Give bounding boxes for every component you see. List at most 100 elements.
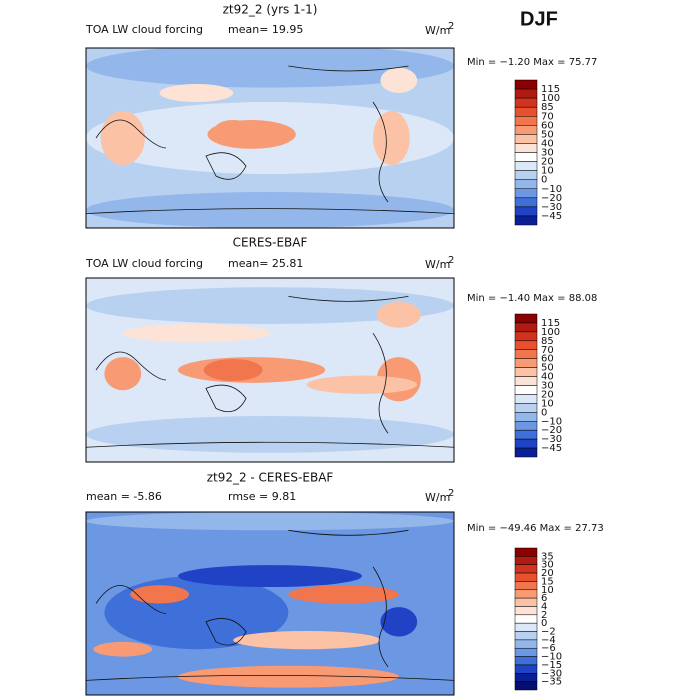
colorbar-swatch <box>514 97 538 108</box>
colorbar-label: −20 <box>541 425 562 436</box>
colorbar-label: 85 <box>541 102 554 113</box>
field-region <box>203 358 263 382</box>
colorbar-label: −4 <box>541 635 556 646</box>
colorbar-label: −15 <box>541 660 562 671</box>
colorbar-swatch <box>514 589 538 599</box>
field-region <box>159 84 234 102</box>
season-label: DJF <box>520 8 558 30</box>
field-region <box>86 192 454 228</box>
field-region <box>86 287 454 324</box>
colorbar-label: 60 <box>541 354 554 365</box>
min-max-label: Min = −1.20 Max = 75.77 <box>467 57 597 68</box>
coastline <box>86 529 454 681</box>
colorbar-swatch <box>514 597 538 607</box>
colorbar-label: 85 <box>541 336 554 347</box>
colorbar-label: 20 <box>541 389 554 400</box>
colorbar-swatch <box>514 143 538 153</box>
colorbar-swatch <box>514 412 538 422</box>
colorbar-swatch <box>514 438 538 449</box>
colorbar-swatch <box>514 664 538 674</box>
field-region <box>306 375 418 394</box>
field-region <box>86 416 454 453</box>
colorbar-swatch <box>514 447 538 458</box>
colorbar-swatch <box>514 179 538 189</box>
units-sup: 2 <box>448 255 454 266</box>
panel-title: CERES-EBAF <box>233 236 308 250</box>
field-region <box>288 585 399 604</box>
colorbar-label: 10 <box>541 166 554 177</box>
colorbar-swatch <box>514 614 538 624</box>
colorbar-label: 30 <box>541 560 554 571</box>
colorbar-swatch <box>514 331 538 342</box>
colorbar-swatch <box>514 116 538 126</box>
colorbar-label: 100 <box>541 327 560 338</box>
field-region <box>86 512 454 531</box>
map-field <box>86 278 454 462</box>
field-region <box>376 301 421 328</box>
field-region <box>233 630 381 650</box>
colorbar-label: −35 <box>541 677 562 688</box>
colorbar-swatch <box>514 358 538 368</box>
colorbar-swatch <box>514 79 538 90</box>
field-region <box>178 565 362 588</box>
map-frame <box>85 511 455 696</box>
panel-title: zt92_2 - CERES-EBAF <box>207 471 334 485</box>
mean-label: mean= 19.95 <box>228 23 303 36</box>
colorbar-label: 10 <box>541 398 554 409</box>
colorbar-swatch <box>514 631 538 641</box>
colorbar-label: 0 <box>541 407 547 418</box>
field-region <box>86 48 454 88</box>
colorbar-swatch <box>514 215 538 226</box>
colorbar-swatch <box>514 564 538 574</box>
field-region <box>380 67 418 93</box>
colorbar-swatch <box>514 125 538 135</box>
field-region <box>93 641 153 657</box>
colorbar-label: 40 <box>541 372 554 383</box>
coastline <box>86 65 454 214</box>
colorbar-label: 35 <box>541 551 554 562</box>
colorbar-label: 100 <box>541 93 560 104</box>
colorbar-label: −20 <box>541 193 562 204</box>
colorbar-swatch <box>514 134 538 144</box>
units-label: W/m <box>425 258 450 271</box>
colorbar-label: −10 <box>541 416 562 427</box>
colorbar-swatch <box>514 572 538 582</box>
colorbar-swatch <box>514 170 538 180</box>
units-sup: 2 <box>448 21 454 32</box>
colorbar-label: −6 <box>541 643 556 654</box>
colorbar-swatch <box>514 647 538 657</box>
map-frame <box>85 47 455 229</box>
mean-label: mean= 25.81 <box>228 257 303 270</box>
colorbar-label: 70 <box>541 345 554 356</box>
colorbar-swatch <box>514 673 538 682</box>
colorbar-label: 30 <box>541 381 554 392</box>
colorbar-label: 20 <box>541 568 554 579</box>
map-field <box>86 48 454 228</box>
colorbar-swatch <box>514 622 538 632</box>
colorbar-label: −45 <box>541 443 562 454</box>
colorbar-swatch <box>514 429 538 440</box>
colorbar-swatch <box>514 349 538 359</box>
colorbar-swatch <box>514 322 538 333</box>
min-max-label: Min = −1.40 Max = 88.08 <box>467 293 597 304</box>
field-region <box>100 111 145 165</box>
colorbar-label: 70 <box>541 111 554 122</box>
colorbar-swatch <box>514 340 538 350</box>
field-region <box>214 120 252 138</box>
colorbar-label: 6 <box>541 593 547 604</box>
rmse-label: rmse = 9.81 <box>228 490 296 503</box>
field-region <box>373 111 410 165</box>
colorbar-label: 0 <box>541 175 547 186</box>
colorbar-label: 50 <box>541 363 554 374</box>
field-region <box>122 324 271 343</box>
colorbar-label: −45 <box>541 211 562 222</box>
field-region <box>178 665 399 688</box>
min-max-label: Min = −49.46 Max = 27.73 <box>467 523 604 534</box>
colorbar-label: 0 <box>541 618 547 629</box>
field-label: TOA LW cloud forcing <box>85 23 203 36</box>
colorbar-swatch <box>514 367 538 377</box>
colorbar-swatch <box>514 313 538 324</box>
map-frame <box>85 277 455 463</box>
